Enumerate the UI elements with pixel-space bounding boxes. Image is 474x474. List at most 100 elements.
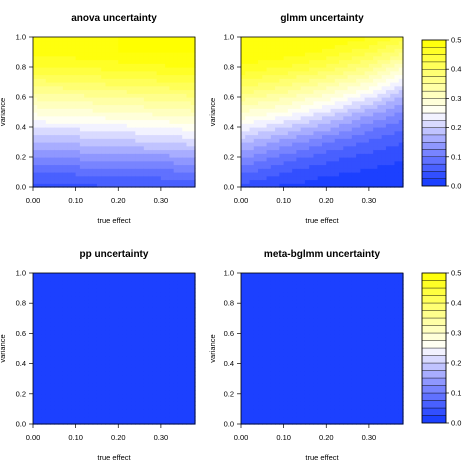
heatmap-cell <box>173 55 179 61</box>
heatmap-cell <box>173 67 179 72</box>
heatmap-cell <box>182 412 188 418</box>
heatmap-cell <box>62 416 68 421</box>
heatmap-cell <box>143 160 149 166</box>
heatmap-cell <box>54 149 60 154</box>
heatmap-cell <box>92 175 98 181</box>
heatmap-cell <box>270 291 276 297</box>
heatmap-cell <box>249 340 255 346</box>
heatmap-cell <box>385 157 391 162</box>
heatmap-cell <box>334 119 340 124</box>
heatmap-cell <box>190 59 196 64</box>
heatmap-cell <box>58 408 64 414</box>
heatmap-cell <box>304 93 310 98</box>
heatmap-cell <box>88 123 94 128</box>
heatmap-cell <box>92 412 98 418</box>
heatmap-cell <box>122 386 128 391</box>
heatmap-cell <box>394 112 400 117</box>
heatmap-cell <box>165 172 171 177</box>
heatmap-cell <box>385 112 391 117</box>
heatmap-cell <box>360 183 366 188</box>
heatmap-cell <box>275 74 280 79</box>
heatmap-cell <box>313 130 319 136</box>
heatmap-cell <box>398 59 404 64</box>
heatmap-cell <box>283 112 289 117</box>
heatmap-cell <box>79 179 85 184</box>
heatmap-cell <box>381 149 387 154</box>
heatmap-cell <box>88 280 94 285</box>
heatmap-cell <box>143 318 149 323</box>
heatmap-cell <box>41 138 47 143</box>
heatmap-cell <box>347 59 353 64</box>
heatmap-cell <box>84 164 90 169</box>
heatmap-cell <box>368 119 374 124</box>
heatmap-cell <box>139 37 145 42</box>
heatmap-cell <box>50 153 55 158</box>
heatmap-cell <box>262 367 268 372</box>
heatmap-cell <box>304 179 310 184</box>
heatmap-cell <box>131 318 136 323</box>
heatmap-cell <box>190 416 196 421</box>
heatmap-cell <box>186 405 192 410</box>
heatmap-cell <box>37 149 43 154</box>
heatmap-cell <box>326 52 332 57</box>
heatmap-cell <box>169 37 175 42</box>
heatmap-cell <box>368 183 374 188</box>
heatmap-cell <box>266 153 272 158</box>
heatmap-cell <box>71 59 77 64</box>
heatmap-cell <box>45 337 51 342</box>
heatmap-cell <box>241 40 246 46</box>
heatmap-cell <box>173 280 179 285</box>
heatmap-cell <box>173 138 179 143</box>
heatmap-cell <box>390 153 396 158</box>
heatmap-cell <box>377 112 383 117</box>
heatmap-cell <box>300 164 306 169</box>
heatmap-cell <box>169 325 175 331</box>
heatmap-cell <box>177 78 183 83</box>
heatmap-cell <box>262 386 268 391</box>
heatmap-cell <box>317 175 323 181</box>
heatmap-cell <box>96 371 102 376</box>
heatmap-cell <box>309 74 315 79</box>
heatmap-cell <box>54 55 60 61</box>
heatmap-cell <box>131 359 136 365</box>
heatmap-cell <box>96 273 102 278</box>
heatmap-cell <box>126 164 132 169</box>
heatmap-cell <box>37 55 43 61</box>
heatmap-cell <box>105 291 111 297</box>
heatmap-cell <box>92 348 98 353</box>
heatmap-cell <box>88 348 94 353</box>
heatmap-cell <box>275 130 280 136</box>
heatmap-cell <box>152 329 158 335</box>
heatmap-cell <box>62 329 68 335</box>
heatmap-cell <box>118 145 124 151</box>
heatmap-cell <box>270 337 276 342</box>
heatmap-cell <box>105 408 111 414</box>
heatmap-cell <box>114 44 119 49</box>
heatmap-cell <box>266 40 272 46</box>
heatmap-cell <box>62 67 68 72</box>
heatmap-cell <box>131 356 136 361</box>
heatmap-cell <box>258 374 263 380</box>
heatmap-cell <box>152 145 158 151</box>
heatmap-cell <box>182 85 188 91</box>
heatmap-cell <box>58 352 64 357</box>
heatmap-cell <box>131 37 136 42</box>
heatmap-cell <box>326 160 332 166</box>
heatmap-cell <box>143 356 149 361</box>
heatmap-cell <box>165 303 171 308</box>
heatmap-cell <box>339 89 344 94</box>
heatmap-cell <box>126 386 132 391</box>
heatmap-cell <box>249 108 255 113</box>
heatmap-cell <box>390 145 396 151</box>
heatmap-cell <box>266 164 272 169</box>
heatmap-cell <box>394 164 400 169</box>
heatmap-cell <box>373 164 379 169</box>
heatmap-cell <box>182 123 188 128</box>
heatmap-cell <box>351 97 357 102</box>
heatmap-cell <box>177 172 183 177</box>
heatmap-cell <box>334 142 340 147</box>
heatmap-cell <box>266 329 272 335</box>
heatmap-cell <box>156 175 162 181</box>
heatmap-cell <box>62 367 68 372</box>
heatmap-cell <box>165 59 171 64</box>
